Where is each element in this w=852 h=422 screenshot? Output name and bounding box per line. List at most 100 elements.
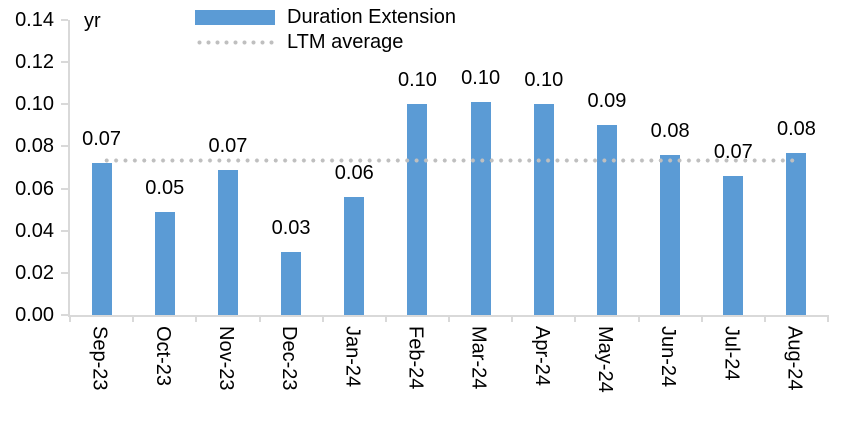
bar-value-label: 0.03 — [271, 216, 311, 239]
x-axis-labels: Sep-23 Oct-23 Nov-23 Dec-23 Jan-24 Feb-24 Mar-… — [68, 326, 826, 393]
bar-column-feb-24: 0.10 — [386, 20, 449, 315]
x-axis-label-feb-24: Feb-24 — [384, 326, 447, 393]
x-tick-mark — [827, 315, 829, 322]
y-tick-mark — [61, 19, 68, 21]
x-axis-label-text: Mar-24 — [467, 326, 490, 390]
x-axis-label-text: Dec-23 — [278, 326, 301, 391]
bar-value-label: 0.07 — [82, 128, 122, 151]
bar-swatch-icon — [195, 9, 275, 25]
bar-column-jan-24: 0.06 — [323, 20, 386, 315]
y-tick-label: 0.14 — [15, 9, 54, 31]
y-axis-labels: 0.00 0.02 0.04 0.06 0.08 0.10 0.12 0.14 — [0, 10, 54, 325]
x-axis-label-text: Apr-24 — [530, 326, 553, 387]
x-axis-label-may-24: May-24 — [573, 326, 636, 393]
bar-column-mar-24: 0.10 — [449, 20, 512, 315]
bar-apr-24 — [533, 104, 554, 315]
bar-column-oct-23: 0.05 — [133, 20, 196, 315]
x-tick-mark — [69, 315, 71, 322]
bar-sep-23 — [91, 163, 112, 315]
x-tick-mark — [258, 315, 261, 322]
bar-column-may-24: 0.09 — [575, 20, 638, 315]
x-tick-mark — [384, 315, 387, 322]
bar-jul-24 — [723, 175, 744, 315]
bar-value-label: 0.10 — [461, 67, 501, 90]
y-tick-label: 0.02 — [15, 261, 54, 284]
x-axis-label-text: Feb-24 — [404, 326, 427, 390]
legend-label-ltm-average: LTM average — [287, 30, 404, 53]
bar-jun-24 — [660, 154, 681, 315]
x-tick-mark — [763, 315, 766, 322]
dotted-line-swatch-icon — [195, 39, 275, 45]
bar-value-label: 0.09 — [587, 90, 627, 113]
x-axis-label-text: Oct-23 — [151, 326, 174, 387]
bar-column-aug-24: 0.08 — [765, 20, 828, 315]
y-tick-mark — [61, 271, 68, 274]
bar-value-label: 0.06 — [334, 162, 374, 184]
bar-feb-24 — [407, 104, 428, 315]
y-tick-mark — [61, 61, 68, 64]
y-tick-mark — [61, 187, 68, 190]
x-axis-label-text: Sep-23 — [88, 326, 111, 391]
ltm-average-line — [101, 158, 797, 164]
plot-area: 0.07 0.05 0.07 0.03 0.06 0.10 0.10 0.10 0.09 0.08… — [61, 19, 829, 322]
bar-value-label: 0.08 — [777, 117, 816, 140]
y-tick-mark — [61, 145, 68, 148]
x-axis-label-text: Jan-24 — [341, 326, 364, 388]
x-axis-label-oct-23: Oct-23 — [131, 326, 194, 393]
bar-value-label: 0.10 — [397, 69, 437, 92]
y-tick-label: 0.06 — [15, 177, 54, 200]
x-tick-mark — [574, 315, 577, 322]
x-tick-mark — [132, 315, 135, 322]
y-tick-mark — [61, 229, 68, 232]
x-axis-label-text: Jul-24 — [720, 326, 743, 381]
bar-column-apr-24: 0.10 — [512, 20, 575, 315]
x-tick-mark — [511, 315, 514, 322]
bar-value-label: 0.10 — [524, 69, 564, 92]
legend-item-duration-extension: Duration Extension — [195, 5, 456, 29]
bar-aug-24 — [786, 152, 807, 315]
y-tick-mark — [61, 103, 68, 106]
bar-column-dec-23: 0.03 — [260, 20, 323, 315]
bar-columns: 0.07 0.05 0.07 0.03 0.06 0.10 0.10 0.10 0.09 0.08… — [70, 20, 828, 315]
y-tick-label: 0.08 — [15, 135, 54, 158]
bar-value-label: 0.07 — [208, 134, 248, 157]
x-axis-label-jun-24: Jun-24 — [637, 326, 700, 393]
bar-value-label: 0.08 — [650, 119, 690, 142]
bar-column-jul-24: 0.07 — [702, 20, 765, 315]
x-axis-label-sep-23: Sep-23 — [68, 326, 131, 393]
legend: Duration Extension LTM average — [195, 5, 456, 53]
x-axis-label-text: May-24 — [593, 326, 616, 393]
bar-value-label: 0.07 — [713, 140, 753, 163]
y-tick-mark — [61, 314, 68, 316]
x-tick-mark — [637, 315, 640, 322]
bar-may-24 — [596, 125, 617, 315]
y-tick-label: 0.12 — [15, 51, 54, 74]
bar-column-nov-23: 0.07 — [196, 20, 259, 315]
x-axis-label-jul-24: Jul-24 — [700, 326, 763, 393]
x-axis-label-text: Nov-23 — [214, 326, 237, 391]
bar-dec-23 — [281, 251, 302, 315]
x-tick-mark — [700, 315, 703, 322]
legend-item-ltm-average: LTM average — [195, 30, 456, 53]
bar-nov-23 — [217, 169, 238, 315]
x-axis-label-dec-23: Dec-23 — [258, 326, 321, 393]
x-axis-label-text: Aug-24 — [783, 326, 806, 391]
bar-mar-24 — [470, 102, 491, 315]
bar-column-jun-24: 0.08 — [639, 20, 702, 315]
x-axis-label-nov-23: Nov-23 — [194, 326, 257, 393]
y-tick-label: 0.10 — [15, 93, 54, 116]
x-axis-label-mar-24: Mar-24 — [447, 326, 510, 393]
x-axis-label-apr-24: Apr-24 — [510, 326, 573, 393]
x-tick-mark — [321, 315, 324, 322]
bar-column-sep-23: 0.07 — [70, 20, 133, 315]
x-axis-label-text: Jun-24 — [657, 326, 680, 388]
y-tick-label: 0.00 — [15, 304, 54, 326]
y-tick-label: 0.04 — [15, 219, 54, 242]
bar-jan-24 — [344, 197, 365, 315]
bar-value-label: 0.05 — [145, 176, 185, 199]
x-axis-label-aug-24: Aug-24 — [763, 326, 826, 393]
y-axis-unit-label: yr — [84, 10, 101, 32]
legend-label-duration-extension: Duration Extension — [287, 5, 456, 28]
x-tick-mark — [448, 315, 450, 322]
